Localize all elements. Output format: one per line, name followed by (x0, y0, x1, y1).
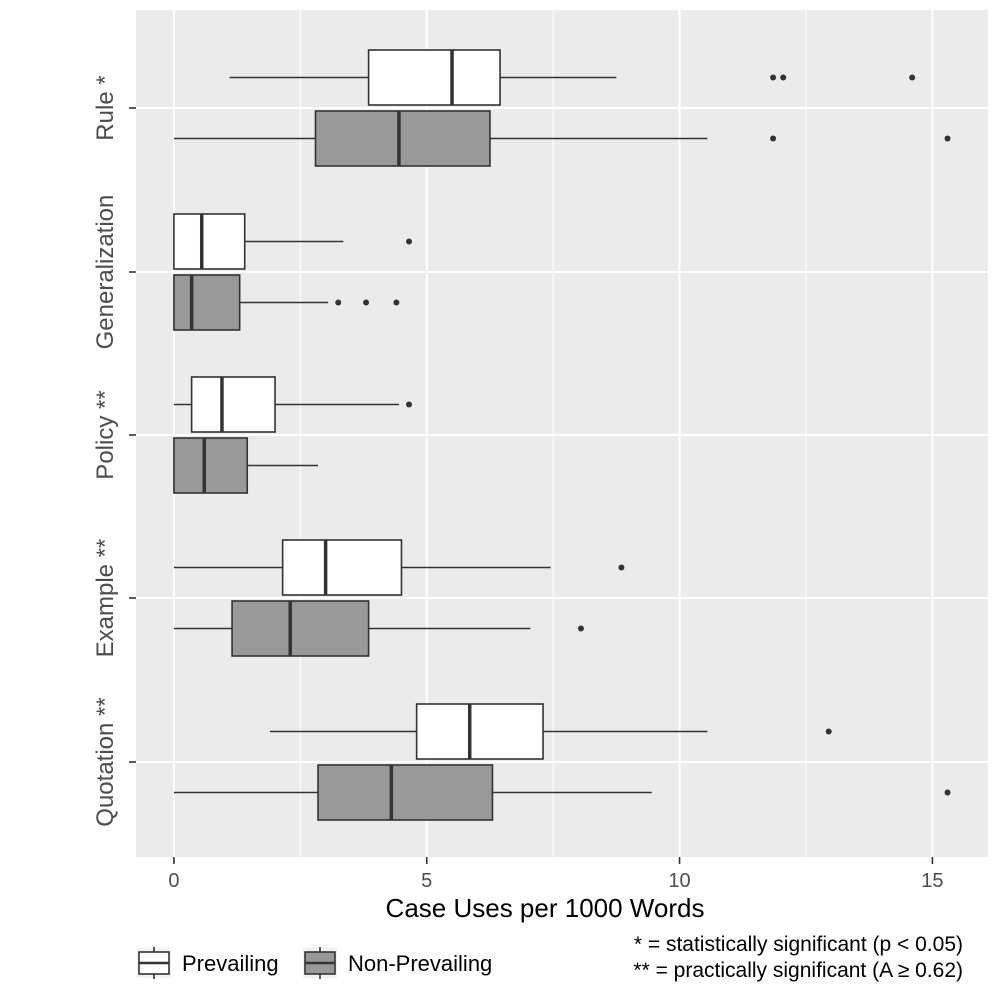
note-line: * = statistically significant (p < 0.05) (634, 933, 963, 956)
legend-label: Prevailing (182, 951, 279, 976)
box-prevailing-1 (173, 213, 413, 270)
iqr-box (173, 274, 241, 331)
boxes (173, 49, 951, 821)
outlier-point (393, 299, 400, 306)
x-tick-label: 0 (168, 870, 179, 892)
outlier-point (770, 74, 777, 81)
iqr-box (415, 703, 544, 760)
box-non-prevailing-3 (173, 600, 584, 657)
note-line: ** = practically significant (A ≥ 0.62) (633, 959, 963, 982)
y-category-label: Policy ** (92, 390, 119, 479)
outlier-point (406, 238, 413, 245)
box-non-prevailing-1 (173, 274, 400, 331)
iqr-box (190, 376, 276, 433)
x-tick-label: 10 (668, 870, 690, 892)
box-non-prevailing-0 (173, 110, 951, 167)
legend: Prevailing Non-Prevailing (137, 947, 492, 979)
iqr-box (281, 539, 403, 596)
x-tick-label: 5 (421, 870, 432, 892)
significance-notes: * = statistically significant (p < 0.05)… (633, 933, 963, 982)
outlier-point (825, 728, 832, 735)
outlier-point (618, 564, 625, 571)
axes: 0 5 10 15 Rule * Generalization Policy ** Examp… (92, 75, 944, 892)
box-non-prevailing-4 (173, 764, 951, 821)
outlier-point (770, 135, 777, 142)
box-prevailing-0 (229, 49, 916, 106)
plot-panel-rect (136, 10, 988, 857)
outlier-point (363, 299, 370, 306)
plot-panel (136, 10, 988, 857)
box-prevailing-3 (173, 539, 625, 596)
outlier-point (780, 74, 787, 81)
y-category-label: Quotation ** (92, 697, 119, 826)
box-prevailing-4 (269, 703, 832, 760)
outlier-point (909, 74, 916, 81)
outlier-point (944, 135, 951, 142)
legend-item-prevailing: Prevailing (137, 947, 279, 979)
x-axis-title: Case Uses per 1000 Words (386, 893, 705, 923)
iqr-box (173, 213, 246, 270)
grid-lines (136, 10, 988, 857)
iqr-box (173, 437, 249, 494)
iqr-box (314, 110, 491, 167)
box-prevailing-2 (173, 376, 413, 433)
outlier-point (406, 401, 413, 408)
legend-label: Non-Prevailing (348, 951, 492, 976)
y-category-label: Example ** (92, 539, 119, 658)
iqr-box (231, 600, 370, 657)
outlier-point (335, 299, 342, 306)
outlier-point (944, 789, 951, 796)
y-category-label: Generalization (92, 195, 119, 350)
outlier-point (577, 625, 584, 632)
legend-item-non-prevailing: Non-Prevailing (303, 947, 492, 979)
y-category-label: Rule * (92, 75, 119, 140)
box-non-prevailing-2 (173, 437, 319, 494)
iqr-box (317, 764, 494, 821)
x-tick-label: 15 (921, 870, 943, 892)
iqr-box (367, 49, 501, 106)
